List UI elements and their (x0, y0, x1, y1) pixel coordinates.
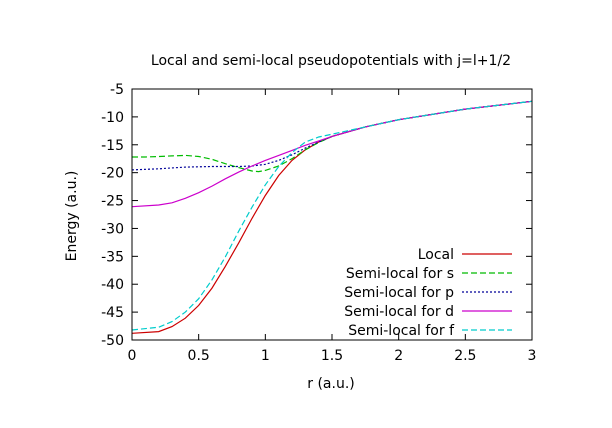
y-axis-label: Energy (a.u.) (64, 171, 80, 262)
y-tick-label: -20 (101, 166, 124, 182)
series-line-semi-local-for-s (132, 100, 533, 173)
x-tick-label: 0.5 (188, 348, 210, 364)
y-tick-label: -40 (101, 277, 124, 293)
plot-frame (131, 88, 533, 341)
legend-label-semi-local-for-f: Semi-local for f (348, 323, 455, 339)
x-tick-label: 3 (528, 348, 537, 364)
y-tick-label: -10 (101, 110, 124, 126)
x-tick-label: 0 (128, 348, 137, 364)
x-axis-label: r (a.u.) (307, 376, 354, 392)
y-tick-label: -25 (101, 194, 124, 210)
x-tick-label: 1 (261, 348, 270, 364)
x-tick-label: 1.5 (321, 348, 343, 364)
legend-label-semi-local-for-s: Semi-local for s (346, 266, 454, 282)
y-tick-label: -45 (101, 305, 124, 321)
legend-label-local: Local (418, 247, 454, 263)
legend-label-semi-local-for-p: Semi-local for p (344, 285, 454, 301)
series-line-semi-local-for-f (131, 100, 533, 331)
series-lines (131, 100, 533, 334)
x-tick-label: 2 (394, 348, 403, 364)
x-tick-label: 2.5 (454, 348, 476, 364)
y-tick-label: -30 (101, 221, 124, 237)
y-tick-label: -15 (101, 138, 124, 154)
y-tick-label: -50 (101, 333, 124, 349)
y-tick-label: -5 (110, 82, 124, 98)
legend-label-semi-local-for-d: Semi-local for d (344, 304, 454, 320)
chart-title: Local and semi-local pseudopotentials wi… (151, 53, 511, 69)
legend: Local Semi-local for s Semi-local for p Sem… (344, 247, 512, 339)
y-tick-label: -35 (101, 249, 124, 265)
